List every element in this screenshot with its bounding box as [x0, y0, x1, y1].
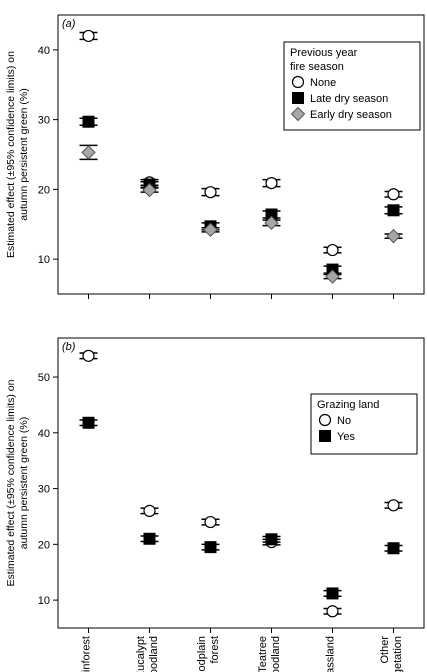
- x-tick-label: forest: [209, 636, 221, 664]
- legend-box: [283, 41, 421, 131]
- x-tick-label: woodland: [148, 636, 160, 672]
- legend-label: Early dry season: [310, 109, 392, 121]
- x-tick-label: Rainforest: [81, 636, 93, 672]
- data-point: [82, 115, 95, 128]
- data-point: [326, 605, 339, 618]
- data-point: [143, 504, 156, 517]
- legend-label: None: [310, 77, 336, 89]
- y-tick-label: 40: [38, 45, 50, 57]
- legend: Previous year fire season None Late dry sea…: [283, 41, 421, 131]
- data-point: [143, 532, 156, 545]
- data-point: [326, 243, 339, 257]
- data-point: [265, 176, 278, 190]
- legend-title: fire season: [290, 61, 344, 73]
- x-tick-label: vegetation: [392, 636, 404, 672]
- legend-marker: [319, 430, 331, 442]
- data-point: [387, 204, 400, 217]
- legend-marker: [292, 92, 304, 104]
- y-axis-label: autumn persistent green (%): [18, 88, 30, 220]
- panel-a: (a) 10 20 30 40 Estimated effect (±95% confid…: [5, 14, 425, 299]
- legend-marker: [318, 413, 332, 427]
- y-tick-label: 10: [38, 595, 50, 607]
- legend: Grazing land No Yes: [310, 393, 418, 455]
- plot-frame: [57, 14, 425, 295]
- data-point: [203, 222, 218, 238]
- x-tick-label: Grassland: [325, 636, 337, 672]
- data-point: [387, 188, 400, 201]
- data-point: [326, 587, 339, 600]
- x-tick-label: woodland: [270, 636, 282, 672]
- plot-frame: [57, 337, 425, 629]
- legend-marker: [291, 75, 305, 89]
- legend-title: Grazing land: [317, 399, 379, 411]
- x-category-labels: Rainforest Eucalypt woodland Floodplain fore…: [81, 636, 405, 672]
- data-point: [142, 182, 157, 198]
- data-point: [204, 515, 217, 529]
- data-point: [387, 542, 400, 555]
- data-point: [82, 416, 95, 429]
- x-tick-label: Teatree: [257, 636, 269, 672]
- data-point: [82, 29, 95, 43]
- legend-marker: [290, 106, 306, 122]
- data-point: [82, 349, 95, 362]
- data-point: [386, 228, 401, 244]
- series-early-dry-season: [79, 144, 403, 284]
- y-tick-label: 50: [38, 372, 50, 384]
- panel-b: (b) 10 20 30 40 50 Estimated effect (±95% conf…: [5, 337, 425, 633]
- y-tick-label: 30: [38, 484, 50, 496]
- x-tick-label: Eucalypt: [135, 636, 147, 672]
- data-point: [204, 186, 217, 199]
- y-tick-label: 20: [38, 184, 50, 196]
- series-yes: [79, 416, 403, 600]
- y-tick-label: 30: [38, 115, 50, 127]
- y-tick-label: 10: [38, 254, 50, 266]
- panel-label: (b): [62, 341, 76, 353]
- data-point: [325, 269, 340, 284]
- y-axis-label: autumn persistent green (%): [18, 417, 30, 549]
- series-late-dry-season: [79, 115, 403, 276]
- data-point: [204, 541, 217, 554]
- y-axis-label: Estimated effect (±95% confidence limits…: [5, 379, 17, 586]
- data-point: [265, 533, 278, 546]
- y-tick-label: 40: [38, 428, 50, 440]
- y-axis-label: Estimated effect (±95% confidence limits…: [5, 51, 17, 258]
- legend-label: No: [337, 415, 351, 427]
- data-point: [264, 215, 279, 231]
- data-point: [81, 145, 96, 160]
- legend-title: Previous year: [290, 47, 358, 59]
- data-point: [387, 499, 400, 512]
- panel-label: (a): [62, 18, 76, 30]
- x-tick-label: Other: [379, 636, 391, 664]
- legend-label: Late dry season: [310, 93, 388, 105]
- series-no: [79, 349, 403, 618]
- y-tick-label: 20: [38, 539, 50, 551]
- x-tick-label: Floodplain: [196, 636, 208, 672]
- legend-label: Yes: [337, 431, 355, 443]
